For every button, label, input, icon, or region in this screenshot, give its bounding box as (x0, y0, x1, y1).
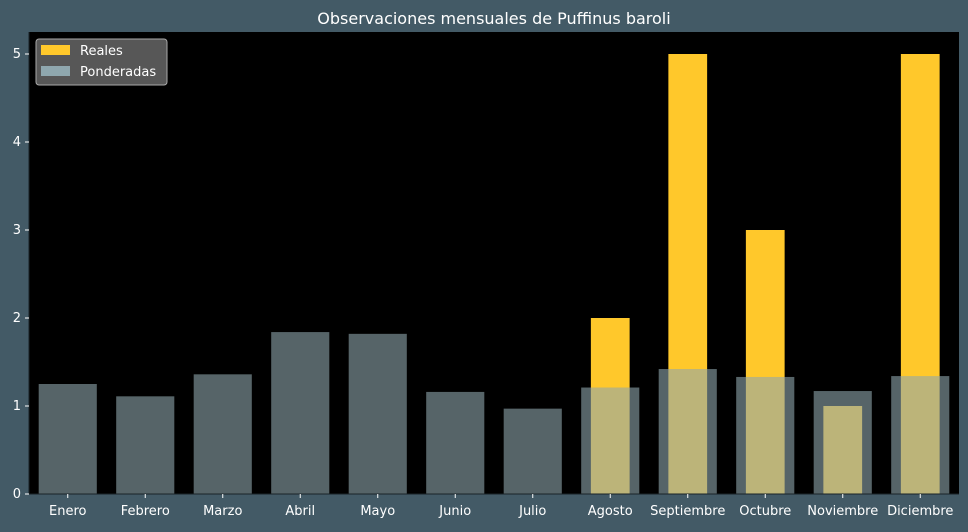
bar-ponderadas-6 (503, 408, 562, 494)
x-tick-label-8: Septiembre (650, 504, 725, 519)
x-tick-label-6: Julio (518, 504, 546, 519)
legend-swatch-ponderadas (41, 66, 70, 76)
bar-ponderadas-0 (38, 384, 97, 494)
bar-ponderadas-1 (116, 396, 175, 494)
bar-ponderadas-8 (658, 369, 717, 494)
bar-ponderadas-2 (193, 374, 252, 494)
y-tick-label-3: 3 (13, 223, 21, 238)
legend-label-ponderadas: Ponderadas (80, 65, 156, 80)
x-tick-label-10: Noviembre (807, 504, 878, 519)
y-tick-label-2: 2 (13, 311, 21, 326)
bar-ponderadas-7 (581, 387, 640, 494)
legend-swatch-reales (41, 45, 70, 55)
legend-label-reales: Reales (80, 44, 123, 59)
bar-ponderadas-11 (891, 376, 950, 494)
bar-ponderadas-10 (813, 391, 872, 494)
x-tick-label-7: Agosto (588, 504, 633, 519)
plot-area (29, 32, 959, 494)
x-tick-label-2: Marzo (203, 504, 242, 519)
bar-ponderadas-5 (426, 391, 485, 494)
bar-ponderadas-3 (271, 332, 330, 494)
x-tick-label-1: Febrero (121, 504, 170, 519)
y-tick-label-5: 5 (13, 47, 21, 62)
x-tick-label-9: Octubre (739, 504, 791, 519)
x-tick-label-11: Diciembre (887, 504, 953, 519)
x-tick-label-4: Mayo (360, 504, 395, 519)
y-tick-label-4: 4 (13, 135, 21, 150)
bar-ponderadas-9 (736, 376, 795, 494)
chart-title: Observaciones mensuales de Puffinus baro… (317, 9, 670, 28)
y-tick-label-1: 1 (13, 399, 21, 414)
y-tick-label-0: 0 (13, 487, 21, 502)
x-tick-label-3: Abril (285, 504, 315, 519)
bar-ponderadas-4 (348, 333, 407, 494)
x-tick-label-5: Junio (438, 504, 471, 519)
x-tick-label-0: Enero (49, 504, 87, 519)
